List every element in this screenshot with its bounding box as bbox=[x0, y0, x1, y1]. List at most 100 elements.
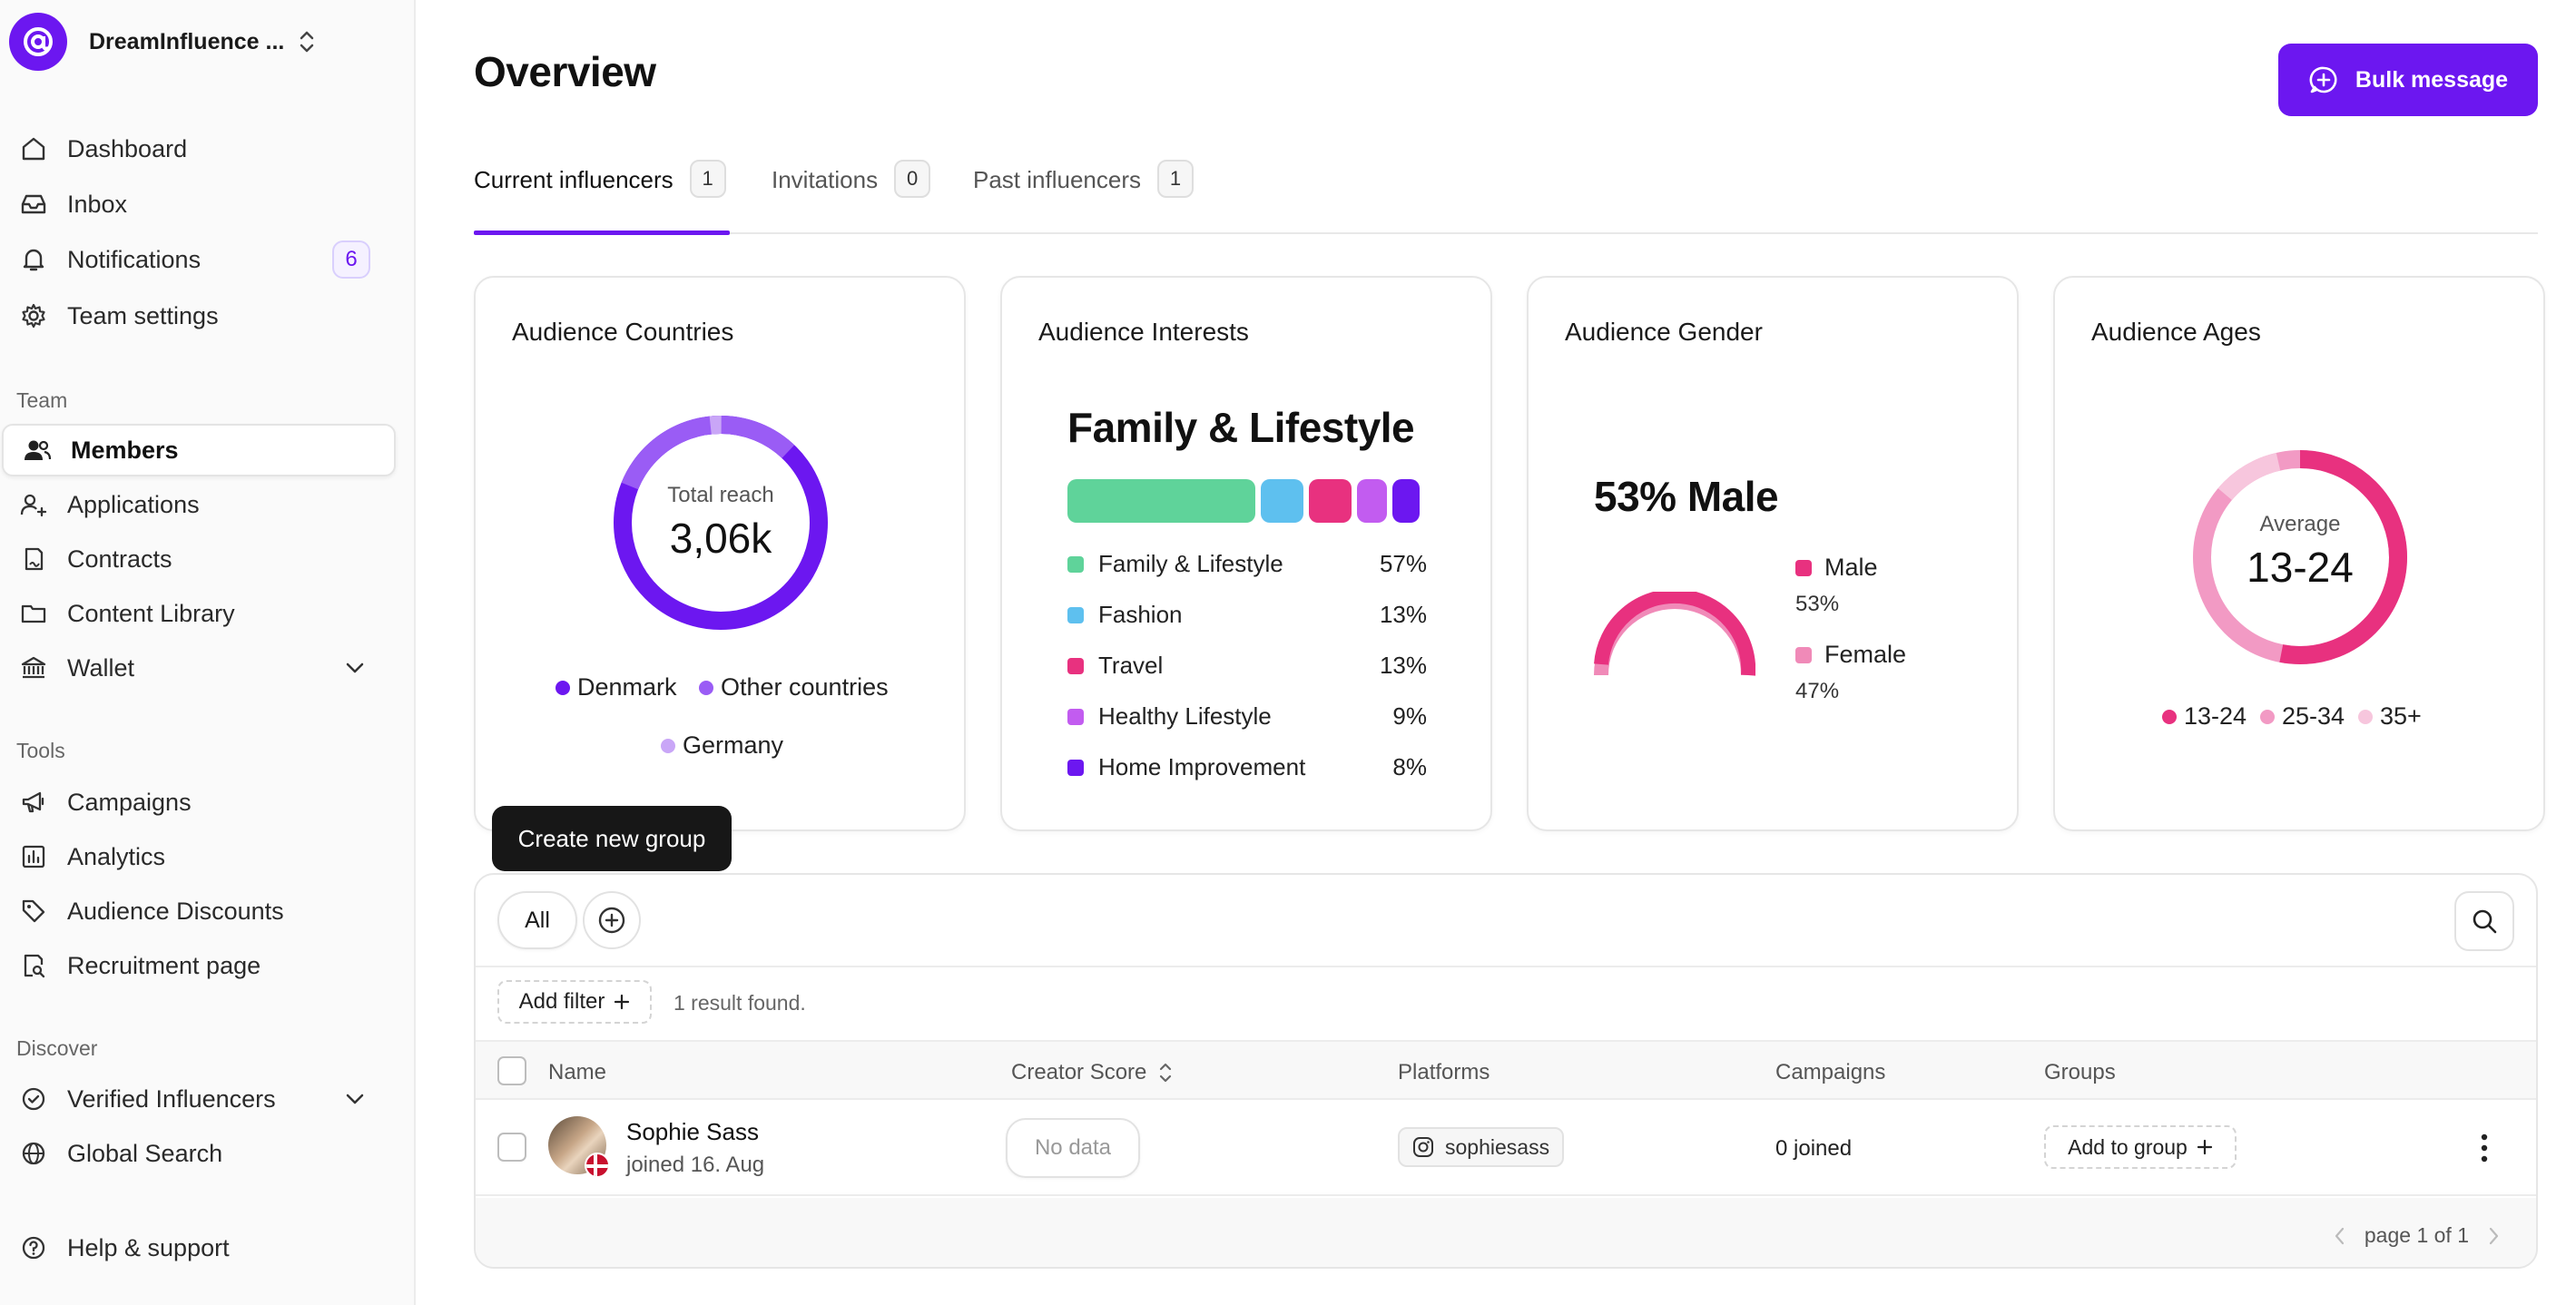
donut-center: Average 13-24 bbox=[2189, 512, 2411, 592]
bulk-message-label: Bulk message bbox=[2355, 66, 2509, 93]
tab-invitations[interactable]: Invitations 0 bbox=[772, 158, 931, 234]
home-icon bbox=[18, 133, 49, 164]
nav-verified-influencers[interactable]: Verified Influencers bbox=[0, 1073, 398, 1125]
pagination: page 1 of 1 bbox=[2334, 1223, 2500, 1248]
column-header-groups[interactable]: Groups bbox=[2044, 1060, 2116, 1085]
create-group-button[interactable] bbox=[583, 891, 641, 949]
nav-wallet[interactable]: Wallet bbox=[0, 642, 398, 694]
column-header-creator-score[interactable]: Creator Score bbox=[1011, 1060, 1174, 1085]
nav-campaigns[interactable]: Campaigns bbox=[0, 776, 398, 829]
tab-label: Invitations bbox=[772, 166, 879, 193]
search-button[interactable] bbox=[2454, 891, 2514, 951]
nav-inbox[interactable]: Inbox bbox=[0, 178, 398, 231]
row-checkbox[interactable] bbox=[497, 1133, 526, 1162]
interest-name: Healthy Lifestyle bbox=[1098, 702, 1272, 730]
legend-item: Germany bbox=[661, 731, 783, 760]
table-footer bbox=[476, 1198, 2536, 1267]
interest-row: Healthy Lifestyle 9% bbox=[1067, 702, 1427, 731]
platform-handle: sophiesass bbox=[1445, 1134, 1550, 1159]
gender-headline: 53% Male bbox=[1594, 473, 1779, 520]
nav-label: Recruitment page bbox=[67, 951, 261, 979]
interest-name: Family & Lifestyle bbox=[1098, 550, 1283, 577]
nav-analytics[interactable]: Analytics bbox=[0, 830, 398, 883]
nav-label: Team settings bbox=[67, 301, 219, 329]
team-switcher[interactable]: DreamInfluence ... bbox=[9, 13, 317, 71]
toolbar-divider bbox=[476, 966, 2536, 967]
select-all-checkbox[interactable] bbox=[497, 1056, 526, 1085]
nav-members[interactable]: Members bbox=[2, 424, 396, 476]
interest-row: Family & Lifestyle 57% bbox=[1067, 550, 1427, 578]
nav-dashboard[interactable]: Dashboard bbox=[0, 123, 398, 175]
legend-label: Denmark bbox=[577, 673, 677, 701]
nav-notifications[interactable]: Notifications 6 bbox=[0, 233, 398, 286]
chevron-down-icon[interactable] bbox=[345, 1093, 365, 1105]
nav-audience-discounts[interactable]: Audience Discounts bbox=[0, 885, 398, 937]
nav-recruitment-page[interactable]: Recruitment page bbox=[0, 939, 398, 992]
megaphone-icon bbox=[18, 787, 49, 818]
table-row[interactable]: Sophie Sass joined 16. Aug No data sophi… bbox=[476, 1100, 2536, 1196]
row-more-menu-icon[interactable] bbox=[2480, 1133, 2489, 1163]
audience-gender-card: Audience Gender 53% Male Male 53% Female… bbox=[1527, 276, 2019, 831]
average-age-value: 13-24 bbox=[2247, 544, 2354, 591]
nav-applications[interactable]: Applications bbox=[0, 478, 398, 531]
legend-item: 13-24 bbox=[2162, 702, 2247, 731]
ages-donut-chart bbox=[2193, 450, 2407, 664]
interest-name: Travel bbox=[1098, 652, 1164, 679]
column-header-campaigns[interactable]: Campaigns bbox=[1775, 1060, 1885, 1085]
audience-interests-card: Audience Interests Family & Lifestyle Fa… bbox=[1000, 276, 1492, 831]
nav-help-support[interactable]: Help & support bbox=[0, 1222, 398, 1274]
bank-icon bbox=[18, 652, 49, 683]
platform-chip-instagram[interactable]: sophiesass bbox=[1398, 1127, 1565, 1167]
campaigns-joined: 0 joined bbox=[1775, 1136, 1853, 1161]
creator-joined-date: joined 16. Aug bbox=[626, 1153, 765, 1177]
bar-segment-healthy-lifestyle bbox=[1357, 479, 1387, 523]
total-reach-label: Total reach bbox=[667, 483, 774, 507]
tag-icon bbox=[18, 896, 49, 927]
discover-section-label: Discover bbox=[16, 1036, 98, 1060]
bulk-message-button[interactable]: Bulk message bbox=[2278, 44, 2538, 116]
column-label: Platforms bbox=[1398, 1060, 1490, 1084]
nav-label: Content Library bbox=[67, 599, 235, 627]
legend-square bbox=[1067, 606, 1084, 623]
donut-segment-germany bbox=[614, 416, 828, 630]
influencer-tabs: Current influencers 1 Invitations 0 Past… bbox=[474, 158, 2538, 235]
column-header-name[interactable]: Name bbox=[548, 1060, 606, 1085]
next-page-icon[interactable] bbox=[2487, 1226, 2500, 1246]
team-name: DreamInfluence ... bbox=[89, 28, 285, 54]
interest-pct: 8% bbox=[1392, 753, 1427, 780]
sort-icon bbox=[1157, 1061, 1174, 1084]
chevron-down-icon[interactable] bbox=[345, 662, 365, 674]
donut-segment-13-24 bbox=[2193, 450, 2407, 664]
contract-icon bbox=[18, 544, 49, 574]
group-filter-all[interactable]: All bbox=[497, 891, 577, 949]
interest-pct: 9% bbox=[1392, 702, 1427, 730]
nav-label: Dashboard bbox=[67, 134, 188, 162]
tab-past-influencers[interactable]: Past influencers 1 bbox=[973, 158, 1194, 234]
team-section-label: Team bbox=[16, 388, 68, 412]
creator-score-badge: No data bbox=[1006, 1118, 1140, 1178]
creator-name[interactable]: Sophie Sass bbox=[626, 1118, 759, 1145]
tab-current-influencers[interactable]: Current influencers 1 bbox=[474, 158, 726, 234]
legend-dot bbox=[2358, 709, 2373, 724]
legend-label: Germany bbox=[683, 731, 784, 759]
nav-label: Applications bbox=[67, 490, 200, 518]
active-tab-indicator bbox=[474, 231, 730, 235]
add-to-group-button[interactable]: Add to group bbox=[2044, 1125, 2237, 1169]
verified-icon bbox=[18, 1084, 49, 1114]
nav-team-settings[interactable]: Team settings bbox=[0, 289, 398, 342]
previous-page-icon[interactable] bbox=[2334, 1226, 2346, 1246]
nav-contracts[interactable]: Contracts bbox=[0, 533, 398, 585]
legend-label: Male bbox=[1824, 554, 1878, 581]
add-filter-button[interactable]: Add filter bbox=[497, 980, 652, 1024]
column-header-platforms[interactable]: Platforms bbox=[1398, 1060, 1490, 1085]
legend-dot bbox=[2162, 709, 2177, 724]
instagram-icon bbox=[1412, 1136, 1434, 1158]
top-interest-headline: Family & Lifestyle bbox=[1067, 404, 1415, 451]
nav-global-search[interactable]: Global Search bbox=[0, 1127, 398, 1180]
legend-item: Other countries bbox=[699, 673, 889, 702]
interest-pct: 13% bbox=[1379, 601, 1427, 628]
legend-square bbox=[1067, 759, 1084, 776]
nav-content-library[interactable]: Content Library bbox=[0, 587, 398, 640]
legend-square bbox=[1067, 708, 1084, 725]
nav-label: Members bbox=[71, 436, 179, 464]
